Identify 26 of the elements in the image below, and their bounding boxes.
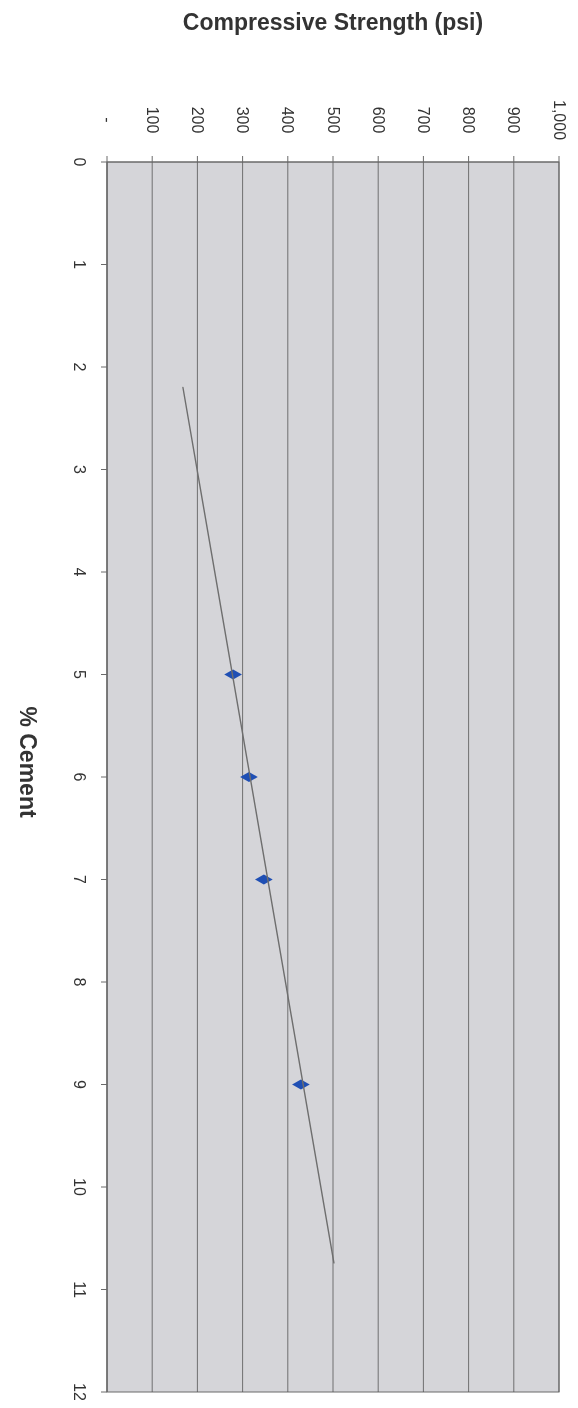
- x-tick-label: 900: [505, 106, 523, 134]
- x-tick-label: 400: [279, 106, 297, 134]
- x-tick-label: 700: [414, 106, 432, 134]
- y-tick-label: 12: [70, 1383, 88, 1401]
- x-tick-label: 800: [460, 106, 478, 134]
- x-tick-label: 200: [188, 106, 206, 134]
- y-tick-label: 0: [70, 157, 88, 167]
- x-tick-label: 1,000: [550, 99, 568, 141]
- y-tick-label: 1: [70, 260, 88, 270]
- y-tick-label: 9: [70, 1080, 88, 1090]
- y-tick-label: 3: [70, 465, 88, 475]
- y-tick-label: 10: [70, 1178, 88, 1196]
- y-tick-label: 5: [70, 670, 88, 680]
- x-tick-label: 500: [324, 106, 342, 134]
- y-tick-label: 6: [70, 772, 88, 782]
- y-axis-title: % Cement: [15, 706, 41, 818]
- y-tick-label: 4: [70, 567, 88, 577]
- y-tick-label: 7: [70, 875, 88, 885]
- y-tick-label: 8: [70, 977, 88, 987]
- x-axis-title: Compressive Strength (psi): [182, 9, 484, 35]
- x-tick-label: 300: [234, 106, 252, 134]
- x-tick-label: -: [98, 117, 116, 123]
- x-tick-label: 600: [369, 106, 387, 134]
- y-tick-label: 11: [70, 1281, 88, 1298]
- y-tick-label: 2: [70, 362, 88, 372]
- x-tick-label: 100: [143, 106, 161, 134]
